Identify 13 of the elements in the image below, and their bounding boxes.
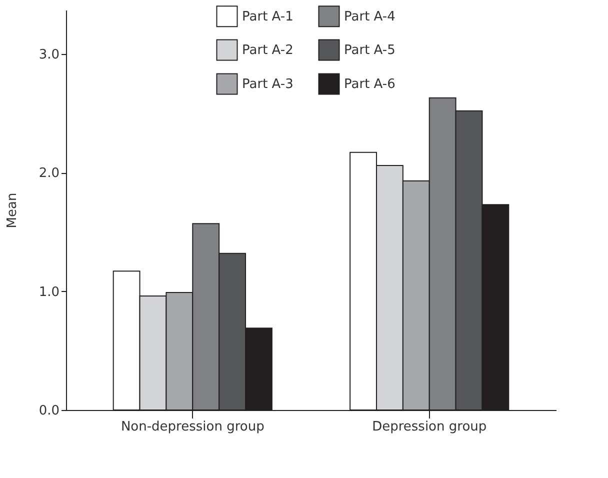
y-tick-label: 0.0 [38, 404, 60, 418]
y-tick-label: 1.0 [38, 284, 60, 300]
legend-label: Part A-4 [344, 9, 396, 24]
y-tick-label: 3.0 [38, 47, 60, 62]
x-tick-label: Depression group [372, 420, 487, 434]
y-tick-label: 2.0 [38, 166, 60, 182]
legend-label: Part A-3 [242, 77, 294, 92]
legend-label: Part A-1 [242, 9, 294, 24]
legend-label: Part A-2 [242, 43, 294, 58]
x-tick-label: Non-depression group [120, 420, 264, 434]
legend-label: Part A-6 [344, 77, 396, 92]
y-axis-title: Mean [4, 192, 20, 228]
legend-label: Part A-5 [344, 43, 396, 58]
